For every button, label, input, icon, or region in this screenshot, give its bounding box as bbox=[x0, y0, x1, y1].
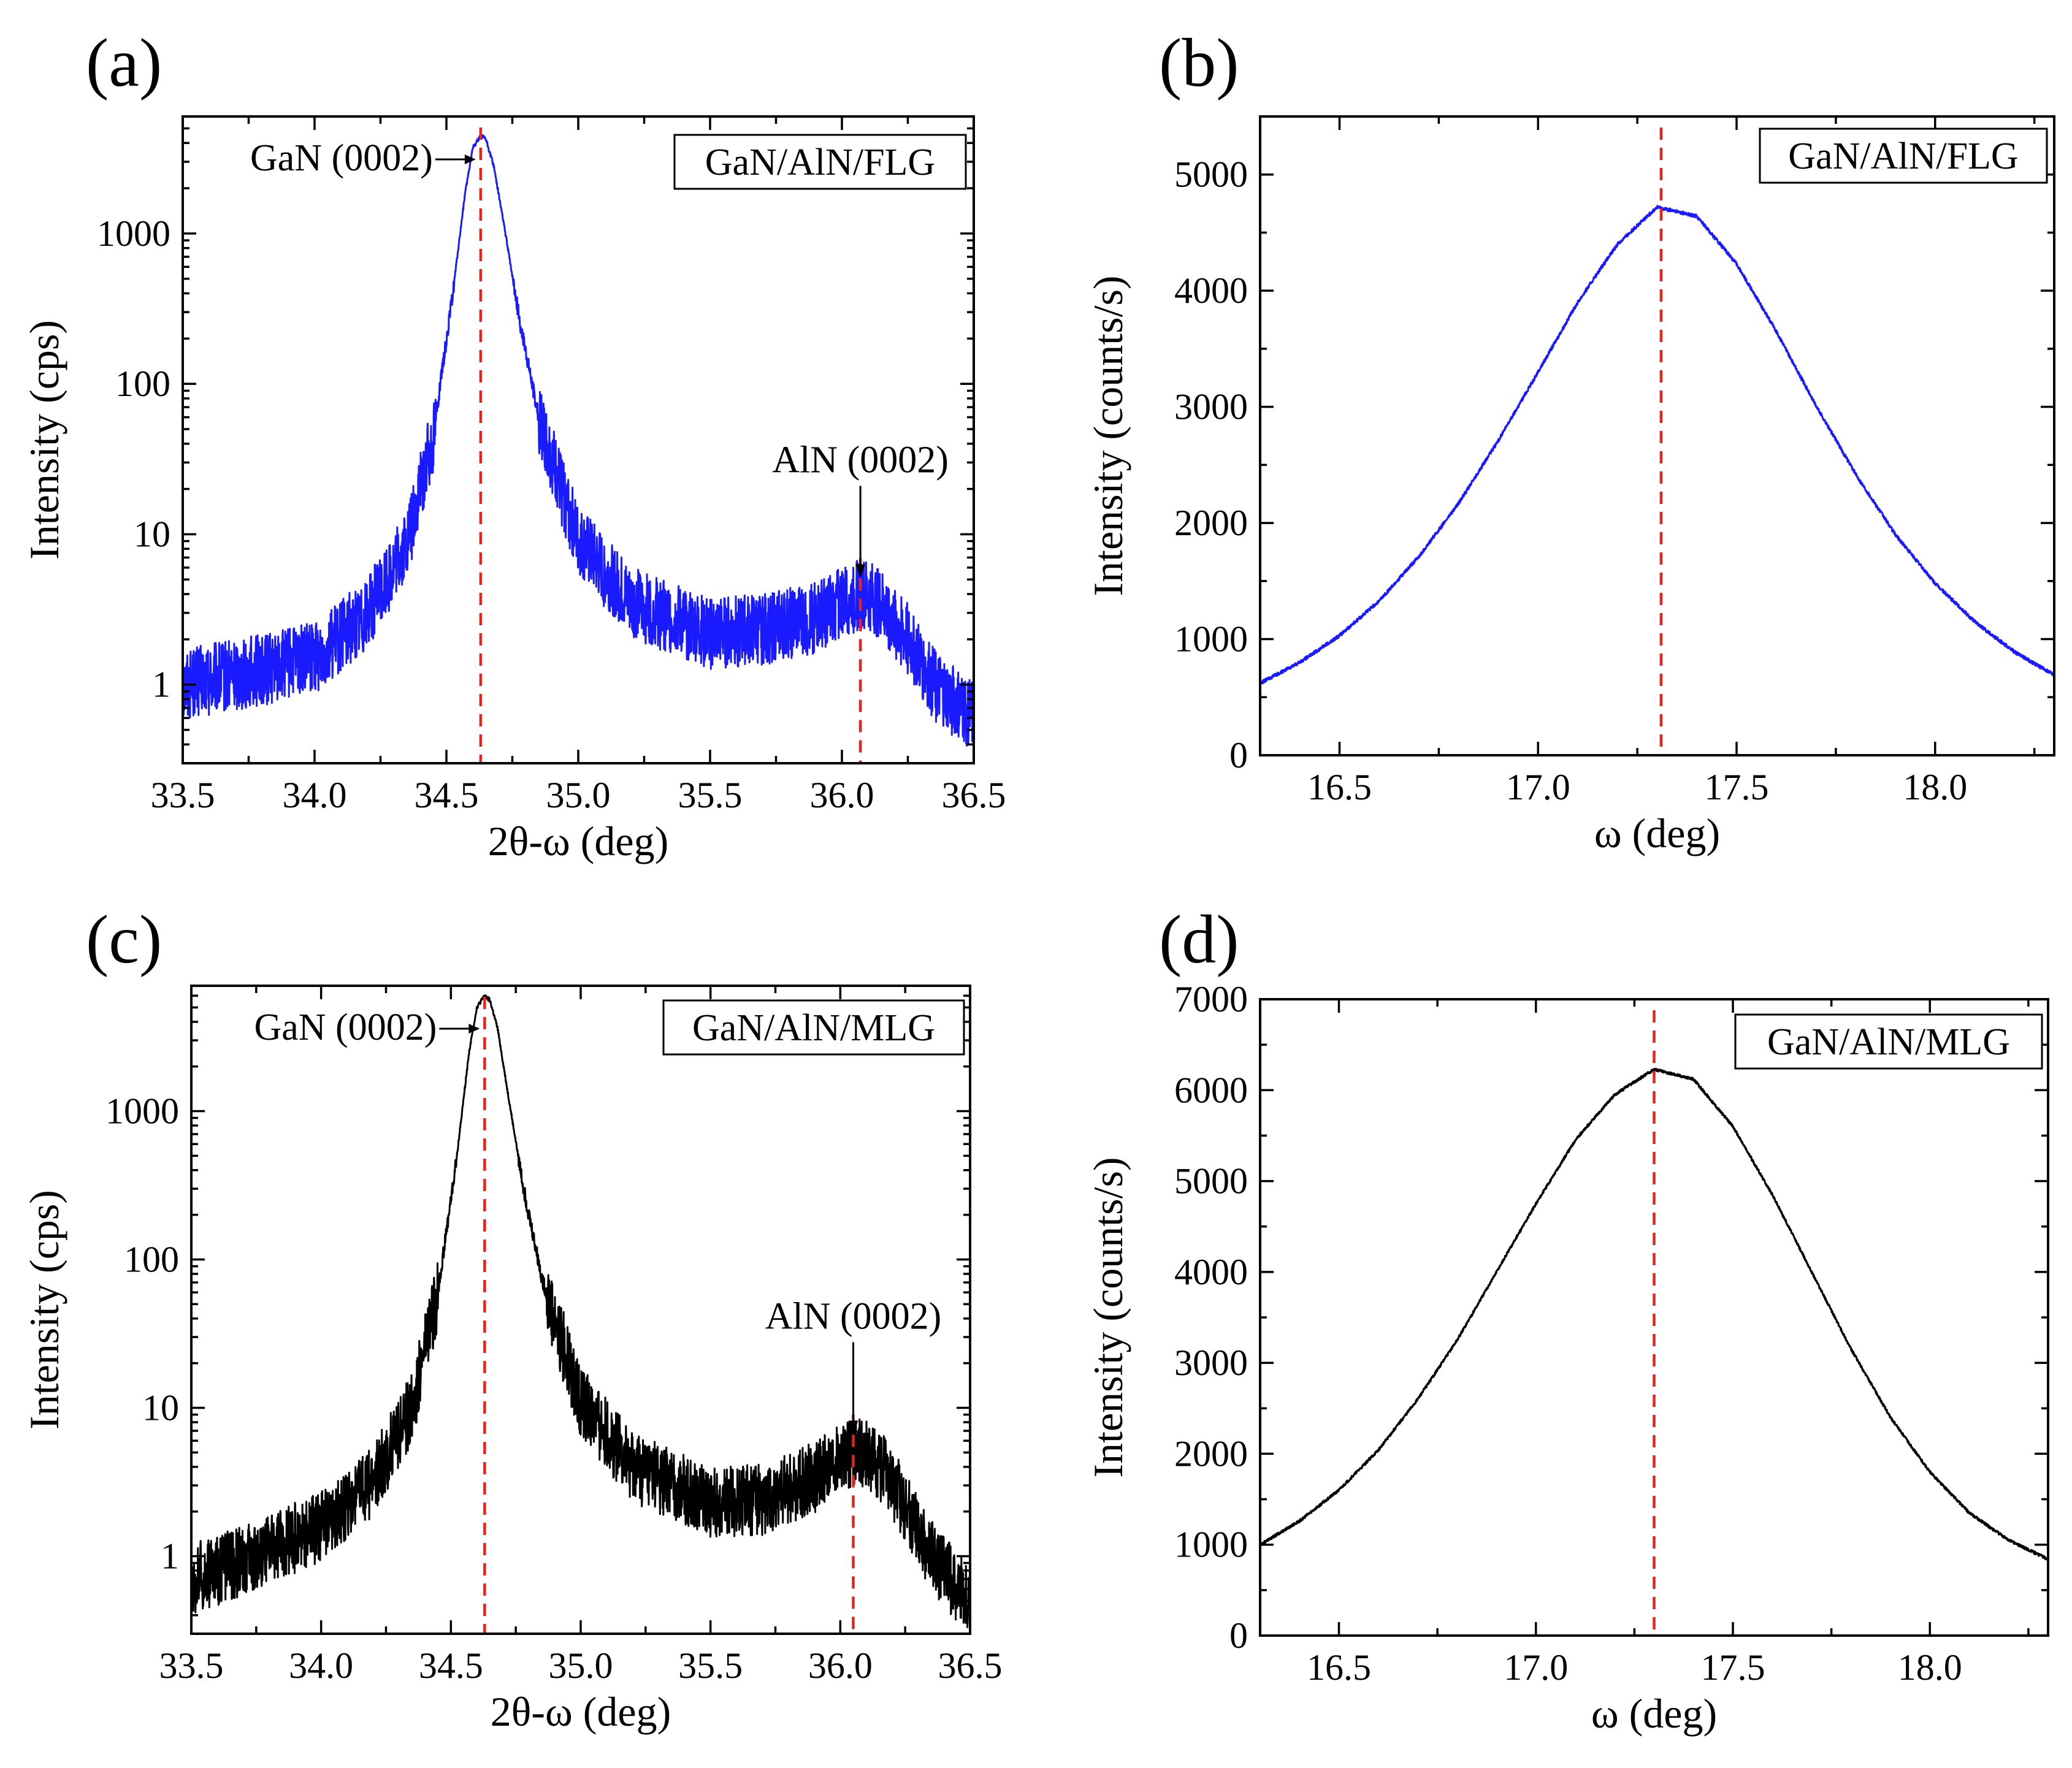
x-tick-label-b: 17.0 bbox=[1506, 767, 1570, 807]
y-tick-label-b: 4000 bbox=[1174, 270, 1248, 311]
y-tick-label-b: 5000 bbox=[1174, 154, 1248, 195]
y-tick-label-d: 0 bbox=[1229, 1615, 1248, 1656]
peak-label-c-1: AlN (0002) bbox=[765, 1295, 942, 1337]
x-tick-label-c: 34.5 bbox=[419, 1645, 483, 1686]
x-tick-label-a: 35.0 bbox=[546, 775, 611, 815]
x-tick-label-c: 36.5 bbox=[938, 1645, 1003, 1686]
y-axis-label-c: Intensity (cps) bbox=[21, 1190, 67, 1430]
legend-box-a bbox=[673, 134, 967, 190]
x-axis-label-a: 2θ-ω (deg) bbox=[488, 818, 668, 864]
x-axis-label-b: ω (deg) bbox=[1594, 810, 1720, 856]
y-tick-label-d: 6000 bbox=[1174, 1070, 1248, 1110]
panel-label-d: (d) bbox=[1159, 902, 1239, 978]
x-tick-label-c: 36.0 bbox=[808, 1645, 873, 1686]
x-tick-label-a: 33.5 bbox=[151, 775, 215, 815]
panel-a: GaN (0002) AlN (0002) 33.5 34.0 34.5 35.0 35.5… bbox=[21, 25, 1006, 864]
x-tick-label-b: 17.5 bbox=[1705, 767, 1769, 807]
panel-label-a: (a) bbox=[86, 25, 162, 101]
y-tick-label-c: 1000 bbox=[105, 1091, 179, 1132]
peak-arrowhead-c-1 bbox=[848, 1420, 858, 1435]
x-tick-label-d: 16.5 bbox=[1307, 1647, 1371, 1688]
y-tick-label-c: 1 bbox=[161, 1536, 179, 1576]
legend-text-d: GaN/AlN/MLG bbox=[1767, 1021, 2010, 1063]
peak-label-a-0: GaN (0002) bbox=[250, 137, 433, 179]
peak-arrowhead-a-0 bbox=[464, 154, 476, 164]
peak-label-a-1: AlN (0002) bbox=[772, 439, 949, 481]
peak-arrowhead-c-0 bbox=[468, 1024, 480, 1034]
y-tick-label-c: 100 bbox=[124, 1239, 179, 1279]
y-tick-label-a: 1 bbox=[152, 665, 170, 705]
y-axis-label-b: Intensity (counts/s) bbox=[1085, 275, 1131, 596]
x-tick-label-a: 36.0 bbox=[810, 775, 874, 815]
x-tick-label-a: 35.5 bbox=[678, 775, 743, 815]
peak-arrowhead-a-1 bbox=[855, 564, 866, 578]
y-tick-label-a: 100 bbox=[115, 364, 170, 404]
panel-c: GaN (0002) AlN (0002) 33.5 34.0 34.5 35.0 35.5… bbox=[21, 902, 1003, 1735]
series-line-c-0 bbox=[191, 994, 970, 1628]
series-line-b-0 bbox=[1260, 205, 2054, 685]
plot-frame-b bbox=[1259, 115, 2055, 756]
y-tick-label-b: 3000 bbox=[1174, 387, 1248, 427]
x-tick-label-a: 36.5 bbox=[942, 775, 1006, 815]
x-tick-label-d: 17.5 bbox=[1701, 1647, 1765, 1688]
x-axis-label-c: 2θ-ω (deg) bbox=[491, 1688, 671, 1735]
x-tick-label-b: 16.5 bbox=[1307, 767, 1372, 807]
legend-text-c: GaN/AlN/MLG bbox=[692, 1007, 935, 1049]
legend-box-d bbox=[1734, 1013, 2043, 1070]
x-tick-label-a: 34.0 bbox=[283, 775, 347, 815]
x-tick-label-d: 18.0 bbox=[1898, 1647, 1962, 1688]
legend-box-b bbox=[1759, 128, 2048, 184]
y-tick-label-d: 5000 bbox=[1174, 1161, 1248, 1202]
y-tick-label-c: 10 bbox=[142, 1387, 179, 1428]
x-tick-label-c: 35.5 bbox=[678, 1645, 743, 1686]
series-line-d-0 bbox=[1260, 1067, 2048, 1561]
y-tick-label-d: 1000 bbox=[1174, 1525, 1248, 1565]
y-axis-label-a: Intensity (cps) bbox=[21, 320, 67, 560]
x-axis-label-d: ω (deg) bbox=[1591, 1690, 1717, 1737]
y-tick-label-a: 10 bbox=[134, 514, 170, 554]
y-tick-label-b: 2000 bbox=[1174, 503, 1248, 543]
x-tick-label-c: 34.0 bbox=[289, 1645, 353, 1686]
series-line-a-0 bbox=[183, 133, 974, 747]
y-tick-label-b: 1000 bbox=[1174, 619, 1248, 660]
legend-text-a: GaN/AlN/FLG bbox=[705, 142, 935, 183]
y-tick-label-d: 4000 bbox=[1174, 1252, 1248, 1292]
x-tick-label-c: 33.5 bbox=[159, 1645, 224, 1686]
legend-box-c bbox=[662, 999, 965, 1056]
x-tick-label-b: 18.0 bbox=[1903, 767, 1967, 807]
panel-label-c: (c) bbox=[86, 902, 162, 978]
x-tick-label-a: 34.5 bbox=[415, 775, 479, 815]
x-tick-label-c: 35.0 bbox=[549, 1645, 613, 1686]
panel-label-b: (b) bbox=[1159, 25, 1239, 101]
y-tick-label-b: 0 bbox=[1229, 735, 1248, 775]
panel-d: 16.5 17.0 17.5 18.0 0 1000 2000 3000 4000 5000 600… bbox=[1085, 902, 2049, 1737]
y-tick-label-d: 3000 bbox=[1174, 1343, 1248, 1383]
panel-b: 16.5 17.0 17.5 18.0 0 1000 2000 3000 4000 5000 ω (… bbox=[1085, 25, 2055, 856]
legend-text-b: GaN/AlN/FLG bbox=[1788, 135, 2018, 177]
peak-label-c-0: GaN (0002) bbox=[254, 1007, 437, 1048]
y-tick-label-a: 1000 bbox=[97, 213, 170, 254]
x-tick-label-d: 17.0 bbox=[1504, 1647, 1568, 1688]
y-tick-label-d: 7000 bbox=[1174, 979, 1248, 1019]
y-axis-label-d: Intensity (counts/s) bbox=[1085, 1157, 1131, 1477]
y-tick-label-d: 2000 bbox=[1174, 1433, 1248, 1474]
